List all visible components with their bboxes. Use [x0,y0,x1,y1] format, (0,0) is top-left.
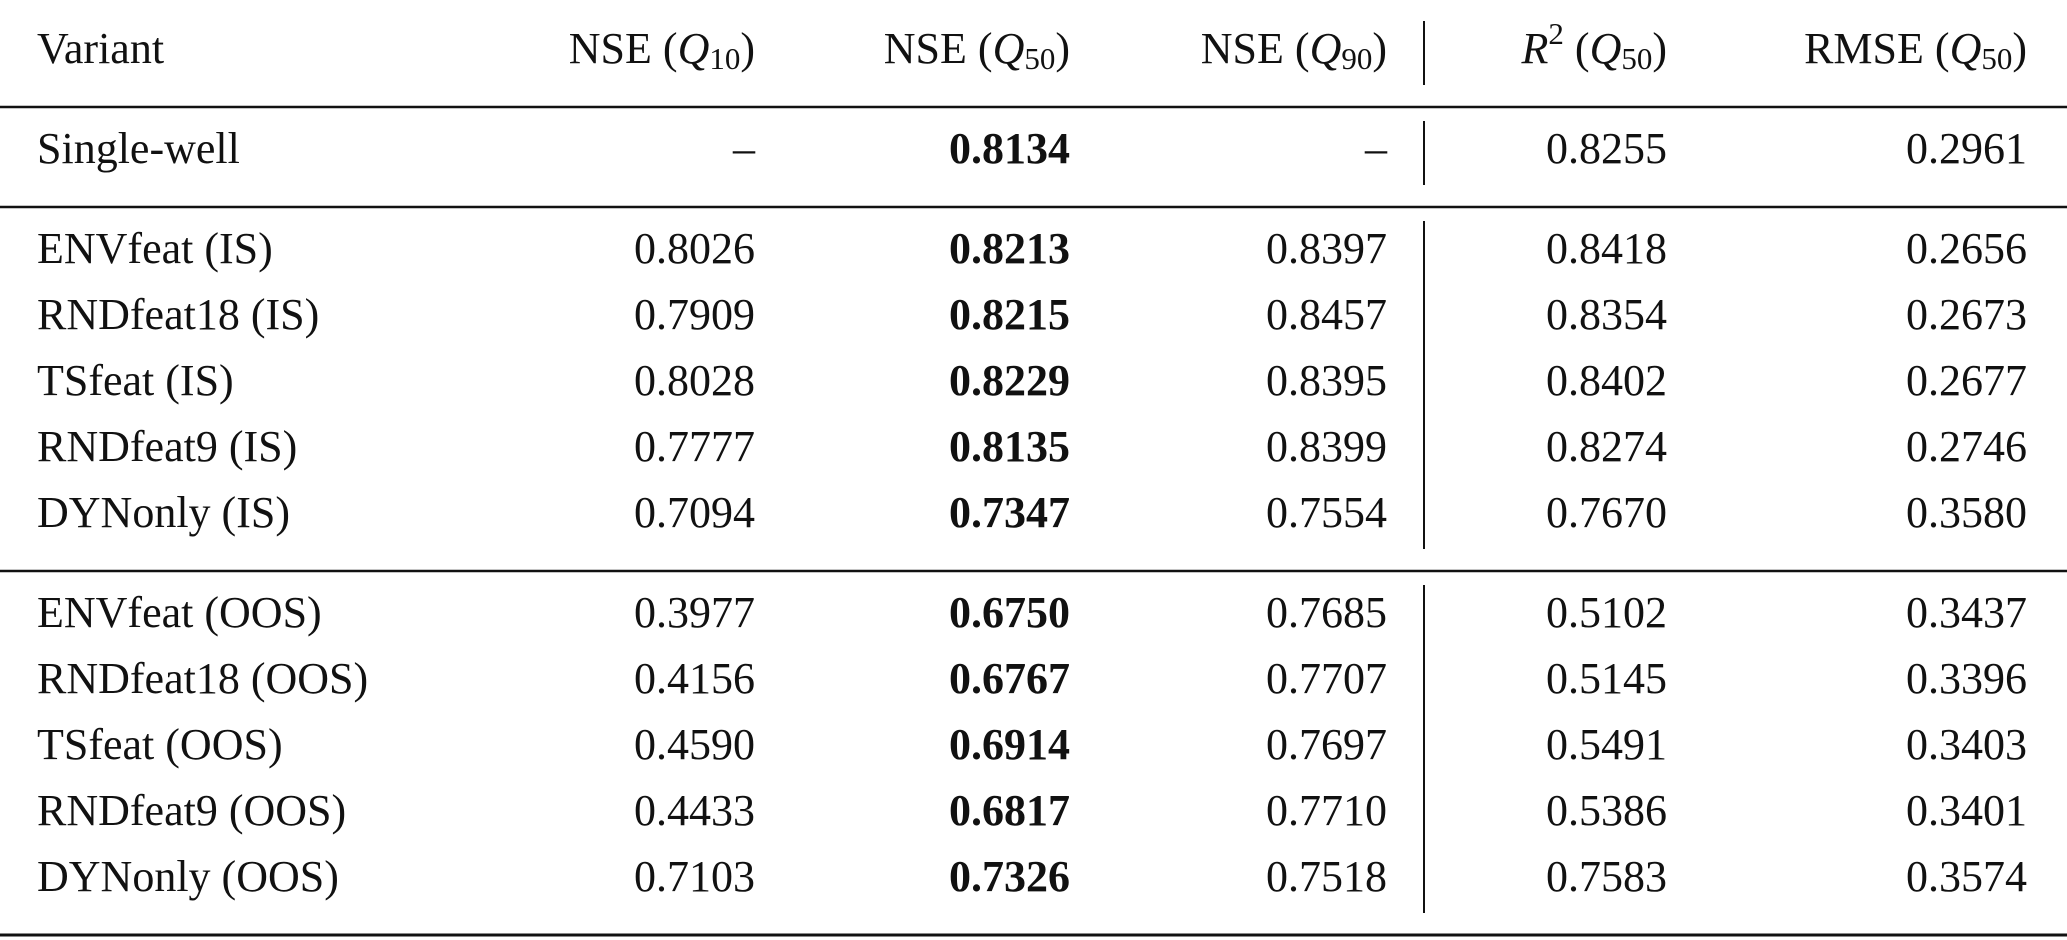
cell-value: 0.4156 [634,654,755,703]
header-text: ) [1652,24,1667,73]
header-text: ) [2012,24,2027,73]
header-text: RMSE ( [1804,24,1949,73]
header-text: 90 [1341,41,1372,76]
row-label: RNDfeat18 (OOS) [37,654,368,703]
cell-value: 0.8418 [1546,224,1667,273]
cell-value: 0.7685 [1266,588,1387,637]
cell-value: 0.3977 [634,588,755,637]
cell-value: 0.7583 [1546,852,1667,901]
cell-value: 0.8457 [1266,290,1387,339]
header-text: Variant [37,24,164,73]
row-label: Single-well [37,124,240,173]
cell-value: 0.7326 [949,852,1070,901]
header-text: ) [740,24,755,73]
cell-value: 0.8213 [949,224,1070,273]
cell-value: 0.7347 [949,488,1070,537]
cell-value: 0.8215 [949,290,1070,339]
cell-value: 0.8026 [634,224,755,273]
cell-value: – [732,124,756,173]
header-cell: NSE (Q10) [569,24,755,76]
cell-value: 0.8135 [949,422,1070,471]
header-cell: RMSE (Q50) [1804,24,2027,76]
cell-value: 0.8397 [1266,224,1387,273]
cell-value: 0.2673 [1906,290,2027,339]
cell-value: 0.8402 [1546,356,1667,405]
header-text: Q [1590,24,1622,73]
cell-value: 0.8354 [1546,290,1667,339]
cell-value: 0.5386 [1546,786,1667,835]
header-text: Q [993,24,1025,73]
header-text: Q [678,24,710,73]
cell-value: 0.6817 [949,786,1070,835]
cell-value: 0.6750 [949,588,1070,637]
cell-value: 0.3580 [1906,488,2027,537]
cell-value: 0.3403 [1906,720,2027,769]
cell-value: 0.6914 [949,720,1070,769]
header-text: ) [1372,24,1387,73]
cell-value: 0.5102 [1546,588,1667,637]
header-text: NSE ( [1201,24,1310,73]
header-text: NSE ( [569,24,678,73]
header-text: 50 [1621,41,1652,76]
cell-value: 0.2961 [1906,124,2027,173]
cell-value: 0.8134 [949,124,1070,173]
row-label: ENVfeat (IS) [37,224,273,273]
cell-value: 0.3437 [1906,588,2027,637]
row-label: TSfeat (IS) [37,356,234,405]
cell-value: 0.7909 [634,290,755,339]
header-text: NSE ( [884,24,993,73]
cell-value: 0.5491 [1546,720,1667,769]
row-label: RNDfeat18 (IS) [37,290,319,339]
header-text: ) [1055,24,1070,73]
header-cell: NSE (Q90) [1201,24,1387,76]
cell-value: – [1364,124,1388,173]
header-text: Q [1950,24,1982,73]
row-label: ENVfeat (OOS) [37,588,322,637]
cell-value: 0.5145 [1546,654,1667,703]
cell-value: 0.7710 [1266,786,1387,835]
header-text: Q [1310,24,1342,73]
cell-value: 0.7103 [634,852,755,901]
cell-value: 0.4433 [634,786,755,835]
row-label: TSfeat (OOS) [37,720,283,769]
cell-value: 0.7777 [634,422,755,471]
cell-value: 0.3401 [1906,786,2027,835]
header-cell: NSE (Q50) [884,24,1070,76]
cell-value: 0.3396 [1906,654,2027,703]
header-cell: Variant [37,24,164,73]
cell-value: 0.8255 [1546,124,1667,173]
cell-value: 0.7554 [1266,488,1387,537]
cell-value: 0.4590 [634,720,755,769]
cell-value: 0.8229 [949,356,1070,405]
row-label: RNDfeat9 (OOS) [37,786,346,835]
cell-value: 0.6767 [949,654,1070,703]
cell-value: 0.3574 [1906,852,2027,901]
cell-value: 0.7518 [1266,852,1387,901]
cell-value: 0.7670 [1546,488,1667,537]
header-text: 50 [1024,41,1055,76]
row-label: DYNonly (OOS) [37,852,339,901]
cell-value: 0.7697 [1266,720,1387,769]
row-label: DYNonly (IS) [37,488,290,537]
cell-value: 0.8274 [1546,422,1667,471]
cell-value: 0.2677 [1906,356,2027,405]
header-cell: R2 (Q50) [1521,16,1667,76]
header-text: 10 [709,41,740,76]
cell-value: 0.2656 [1906,224,2027,273]
cell-value: 0.2746 [1906,422,2027,471]
header-text: R [1521,24,1549,73]
header-text: 50 [1981,41,2012,76]
row-label: RNDfeat9 (IS) [37,422,297,471]
header-text: ( [1564,24,1590,73]
header-text: 2 [1548,16,1564,51]
cell-value: 0.8028 [634,356,755,405]
cell-value: 0.8399 [1266,422,1387,471]
cell-value: 0.7707 [1266,654,1387,703]
cell-value: 0.7094 [634,488,755,537]
cell-value: 0.8395 [1266,356,1387,405]
